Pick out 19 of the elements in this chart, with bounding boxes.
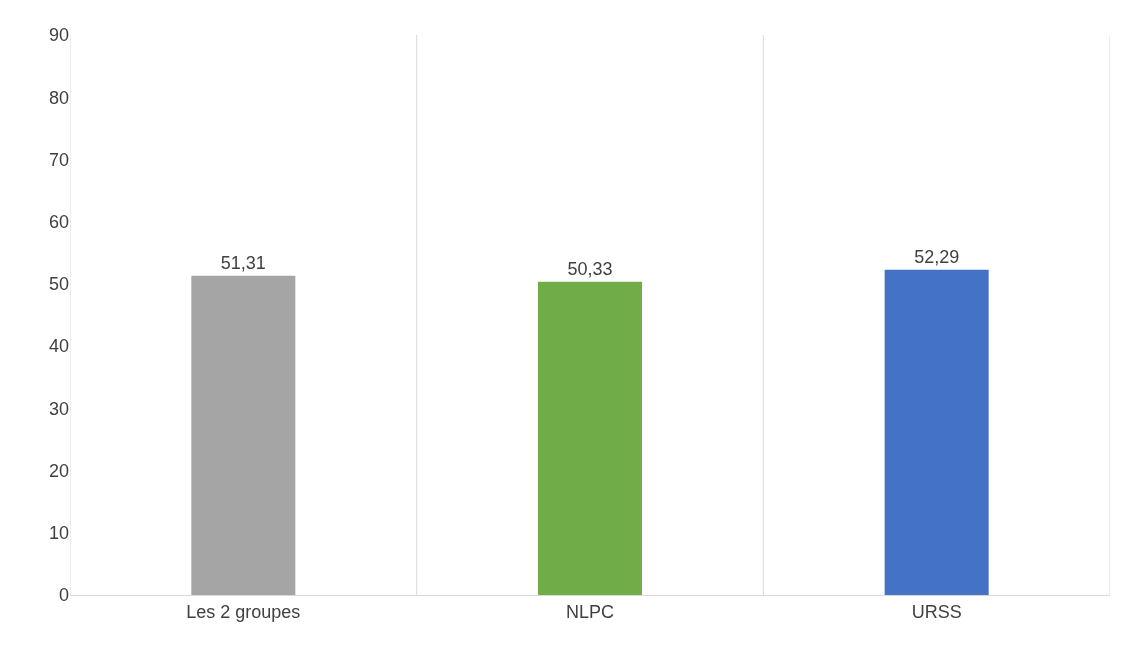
y-tick-label: 90: [48, 25, 69, 46]
y-tick-label: 0: [58, 585, 69, 606]
bar: [191, 275, 296, 595]
y-tick-label: 60: [48, 211, 69, 232]
x-tick-label: URSS: [911, 601, 962, 622]
y-tick-label: 80: [48, 87, 69, 108]
y-tick-label: 10: [48, 523, 69, 544]
y-tick-label: 50: [48, 274, 69, 295]
data-label: 52,29: [914, 246, 960, 267]
y-tick-label: 70: [48, 149, 69, 170]
data-label: 51,31: [220, 252, 266, 273]
y-tick-label: 20: [48, 460, 69, 481]
x-tick-label: Les 2 groupes: [186, 601, 301, 622]
y-tick-label: 30: [48, 398, 69, 419]
bar: [884, 269, 989, 595]
x-tick-label: NLPC: [565, 601, 615, 622]
data-label: 50,33: [567, 258, 613, 279]
bar: [538, 281, 642, 595]
y-tick-label: 40: [48, 336, 69, 357]
